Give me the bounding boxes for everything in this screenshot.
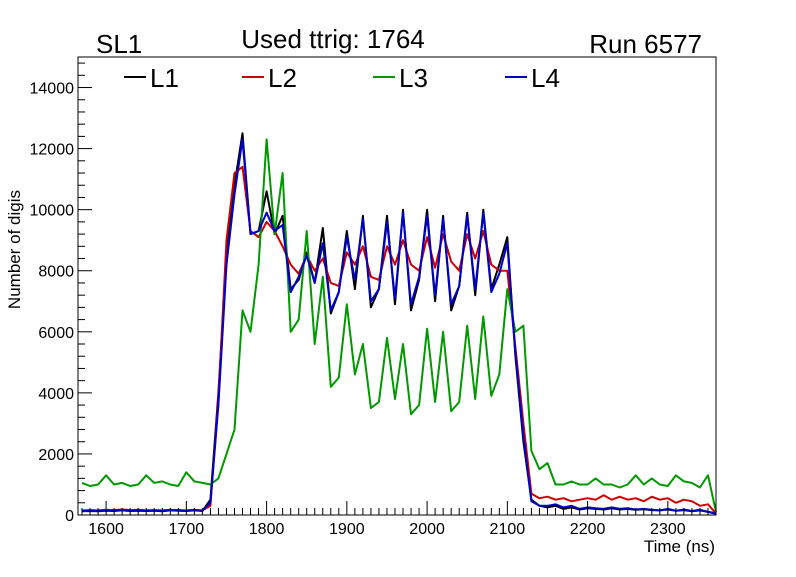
legend-label-l4: L4 <box>531 63 560 93</box>
series-layer <box>81 132 717 515</box>
legend-label-l3: L3 <box>399 63 428 93</box>
axis-layer: 1600 1700 1800 1900 2000 2100 2200 2300 0 2000 400… <box>30 62 717 538</box>
plot-frame <box>77 56 717 516</box>
y-tick-label: 14000 <box>30 81 75 98</box>
x-tick-label: 2100 <box>490 521 526 538</box>
x-tick-label: 2200 <box>570 521 606 538</box>
x-tick-label: 1700 <box>169 521 205 538</box>
y-tick-label: 2000 <box>38 447 74 464</box>
series-line-l4 <box>81 138 717 515</box>
x-tick-label: 2000 <box>409 521 445 538</box>
y-tick-label: 6000 <box>38 325 74 342</box>
y-axis-label: Number of digis <box>5 190 24 309</box>
x-tick-label: 1800 <box>249 521 285 538</box>
x-tick-label: 2300 <box>650 521 686 538</box>
series-line-l2 <box>81 165 717 515</box>
legend-label-l1: L1 <box>150 63 179 93</box>
series-line-l1 <box>81 132 717 515</box>
legend: L1 L2 L3 L4 <box>124 63 560 93</box>
legend-label-l2: L2 <box>268 63 297 93</box>
header-center: Used ttrig: 1764 <box>241 24 425 54</box>
header-left: SL1 <box>96 29 142 59</box>
x-tick-label: 1900 <box>329 521 365 538</box>
y-tick-label: 4000 <box>38 386 74 403</box>
header-right: Run 6577 <box>589 29 702 59</box>
y-tick-label: 10000 <box>30 203 75 220</box>
series-line-l3 <box>81 138 717 513</box>
y-tick-label: 0 <box>65 508 74 525</box>
y-tick-label: 8000 <box>38 264 74 281</box>
x-tick-label: 1600 <box>88 521 124 538</box>
x-axis-label: Time (ns) <box>644 537 715 556</box>
y-tick-label: 12000 <box>30 142 75 159</box>
